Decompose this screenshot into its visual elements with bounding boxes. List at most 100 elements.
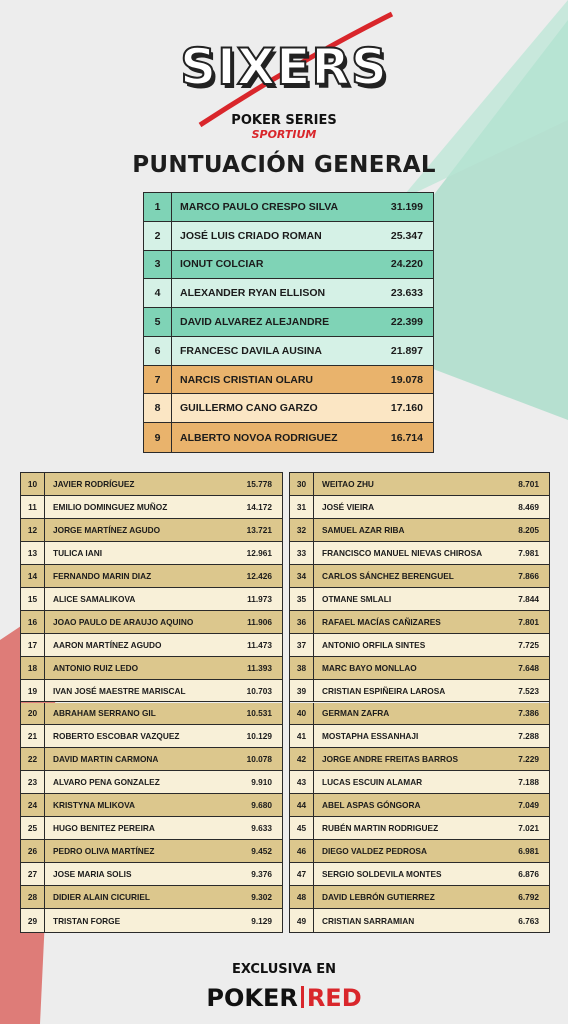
score: 10.531 (246, 708, 272, 719)
player-name: PEDRO OLIVA MARTÍNEZ (53, 846, 155, 857)
table-row: 45 RUBÉN MARTIN RODRIGUEZ 7.021 (290, 817, 549, 841)
player-name: DAVID ALVAREZ ALEJANDRE (180, 315, 330, 328)
score: 9.129 (251, 915, 272, 926)
rank: 9 (144, 423, 172, 452)
table-row: 21 ROBERTO ESCOBAR VAZQUEZ 10.129 (21, 725, 282, 749)
rank: 36 (290, 610, 314, 633)
player-name: DAVID LEBRÓN GUTIERREZ (322, 892, 435, 903)
rank: 10 (21, 473, 45, 495)
score: 8.205 (518, 524, 539, 535)
table-row: 31 JOSÉ VIEIRA 8.469 (290, 495, 549, 519)
table-row: 4 ALEXANDER RYAN ELLISON 23.633 (144, 279, 433, 309)
brand-left: POKER (206, 984, 298, 1012)
player-name: JOSE MARIA SOLIS (53, 869, 132, 880)
rank: 17 (21, 633, 45, 656)
player-name: OTMANE SMLALI (322, 593, 392, 604)
table-row: 43 LUCAS ESCUIN ALAMAR 7.188 (290, 771, 549, 795)
table-row: 49 CRISTIAN SARRAMIAN 6.763 (290, 909, 549, 932)
table-row: 1 MARCO PAULO CRESPO SILVA 31.199 (144, 193, 433, 222)
score: 7.844 (518, 593, 539, 604)
rank: 48 (290, 886, 314, 909)
rank: 49 (290, 909, 314, 932)
rank: 26 (21, 840, 45, 863)
logo-brand: SPORTIUM (251, 128, 317, 141)
score: 9.452 (251, 846, 272, 857)
rank: 33 (290, 541, 314, 564)
rank: 43 (290, 771, 314, 794)
score: 7.648 (518, 662, 539, 673)
rank: 8 (144, 394, 172, 423)
player-name: SERGIO SOLDEVILA MONTES (322, 869, 442, 880)
rank: 25 (21, 817, 45, 840)
logo-subtitle: POKER SERIES (231, 113, 337, 128)
player-name: MARCO PAULO CRESPO SILVA (180, 200, 339, 213)
score: 7.188 (518, 777, 539, 788)
player-name: ROBERTO ESCOBAR VAZQUEZ (53, 731, 180, 742)
player-name: DIDIER ALAIN CICURIEL (53, 892, 150, 903)
table-row: 30 WEITAO ZHU 8.701 (290, 473, 549, 496)
score: 12.426 (246, 570, 272, 581)
score: 9.633 (251, 823, 272, 834)
footer-label: EXCLUSIVA EN (231, 962, 337, 977)
table-row: 6 FRANCESC DAVILA AUSINA 21.897 (144, 336, 433, 366)
player-name: CRISTIAN SARRAMIAN (322, 915, 415, 926)
score: 24.220 (390, 258, 423, 271)
footer-brand: POKER RED (0, 984, 568, 1012)
player-name: JOAO PAULO DE ARAUJO AQUINO (53, 616, 194, 627)
player-name: FRANCESC DAVILA AUSINA (180, 344, 322, 357)
rank: 11 (21, 495, 45, 518)
score: 6.792 (518, 892, 539, 903)
rank: 39 (290, 679, 314, 702)
rank: 13 (21, 541, 45, 564)
score: 12.961 (246, 547, 272, 558)
player-name: ANTONIO ORFILA SINTES (322, 639, 426, 650)
score: 9.376 (251, 869, 272, 880)
table-row: 8 GUILLERMO CANO GARZO 17.160 (144, 394, 433, 424)
table-row: 34 CARLOS SÁNCHEZ BERENGUEL 7.866 (290, 564, 549, 588)
score: 7.801 (518, 616, 539, 627)
rank: 46 (290, 840, 314, 863)
score: 17.160 (390, 402, 423, 415)
score: 10.703 (246, 685, 272, 696)
score: 8.701 (518, 478, 539, 489)
table-row: 27 JOSE MARIA SOLIS 9.376 (21, 863, 282, 887)
score: 7.725 (518, 639, 539, 650)
player-name: WEITAO ZHU (322, 478, 374, 489)
table-row: 36 RAFAEL MACÍAS CAÑIZARES 7.801 (290, 610, 549, 634)
rank: 18 (21, 656, 45, 679)
table-row: 2 JOSÉ LUIS CRIADO ROMAN 25.347 (144, 221, 433, 251)
table-row: 48 DAVID LEBRÓN GUTIERREZ 6.792 (290, 886, 549, 910)
score: 6.876 (518, 869, 539, 880)
score: 23.633 (390, 287, 423, 300)
table-row: 38 MARC BAYO MONLLAO 7.648 (290, 656, 549, 680)
score: 11.973 (247, 593, 272, 604)
player-name: JOSÉ VIEIRA (322, 501, 375, 512)
logo-title: SIXERS (179, 37, 388, 97)
player-name: HUGO BENITEZ PEREIRA (53, 823, 155, 834)
rank: 23 (21, 771, 45, 794)
player-name: TRISTAN FORGE (53, 915, 121, 926)
table-row: 29 TRISTAN FORGE 9.129 (21, 909, 282, 932)
rank: 1 (144, 193, 172, 221)
player-name: MARC BAYO MONLLAO (322, 662, 417, 673)
player-name: RAFAEL MACÍAS CAÑIZARES (322, 616, 441, 627)
table-row: 20 ABRAHAM SERRANO GIL 10.531 (21, 702, 282, 726)
player-name: GUILLERMO CANO GARZO (180, 402, 318, 415)
player-name: ALVARO PENA GONZALEZ (53, 777, 160, 788)
score: 31.199 (390, 200, 423, 213)
table-row: 28 DIDIER ALAIN CICURIEL 9.302 (21, 886, 282, 910)
player-name: DAVID MARTIN CARMONA (53, 754, 159, 765)
rank: 22 (21, 748, 45, 771)
score: 7.981 (518, 547, 539, 558)
top-table: 1 MARCO PAULO CRESPO SILVA 31.199 2 JOSÉ LUI… (143, 192, 434, 453)
player-name: DIEGO VALDEZ PEDROSA (322, 846, 427, 857)
player-name: IVAN JOSÉ MAESTRE MARISCAL (53, 685, 186, 696)
player-name: JORGE MARTÍNEZ AGUDO (53, 524, 161, 535)
table-row: 26 PEDRO OLIVA MARTÍNEZ 9.452 (21, 840, 282, 864)
score: 10.078 (246, 754, 272, 765)
rank: 29 (21, 909, 45, 932)
player-name: GERMAN ZAFRA (322, 708, 390, 719)
score: 9.302 (251, 892, 272, 903)
rank: 2 (144, 221, 172, 250)
player-name: CRISTIAN ESPIÑEIRA LAROSA (322, 685, 446, 696)
